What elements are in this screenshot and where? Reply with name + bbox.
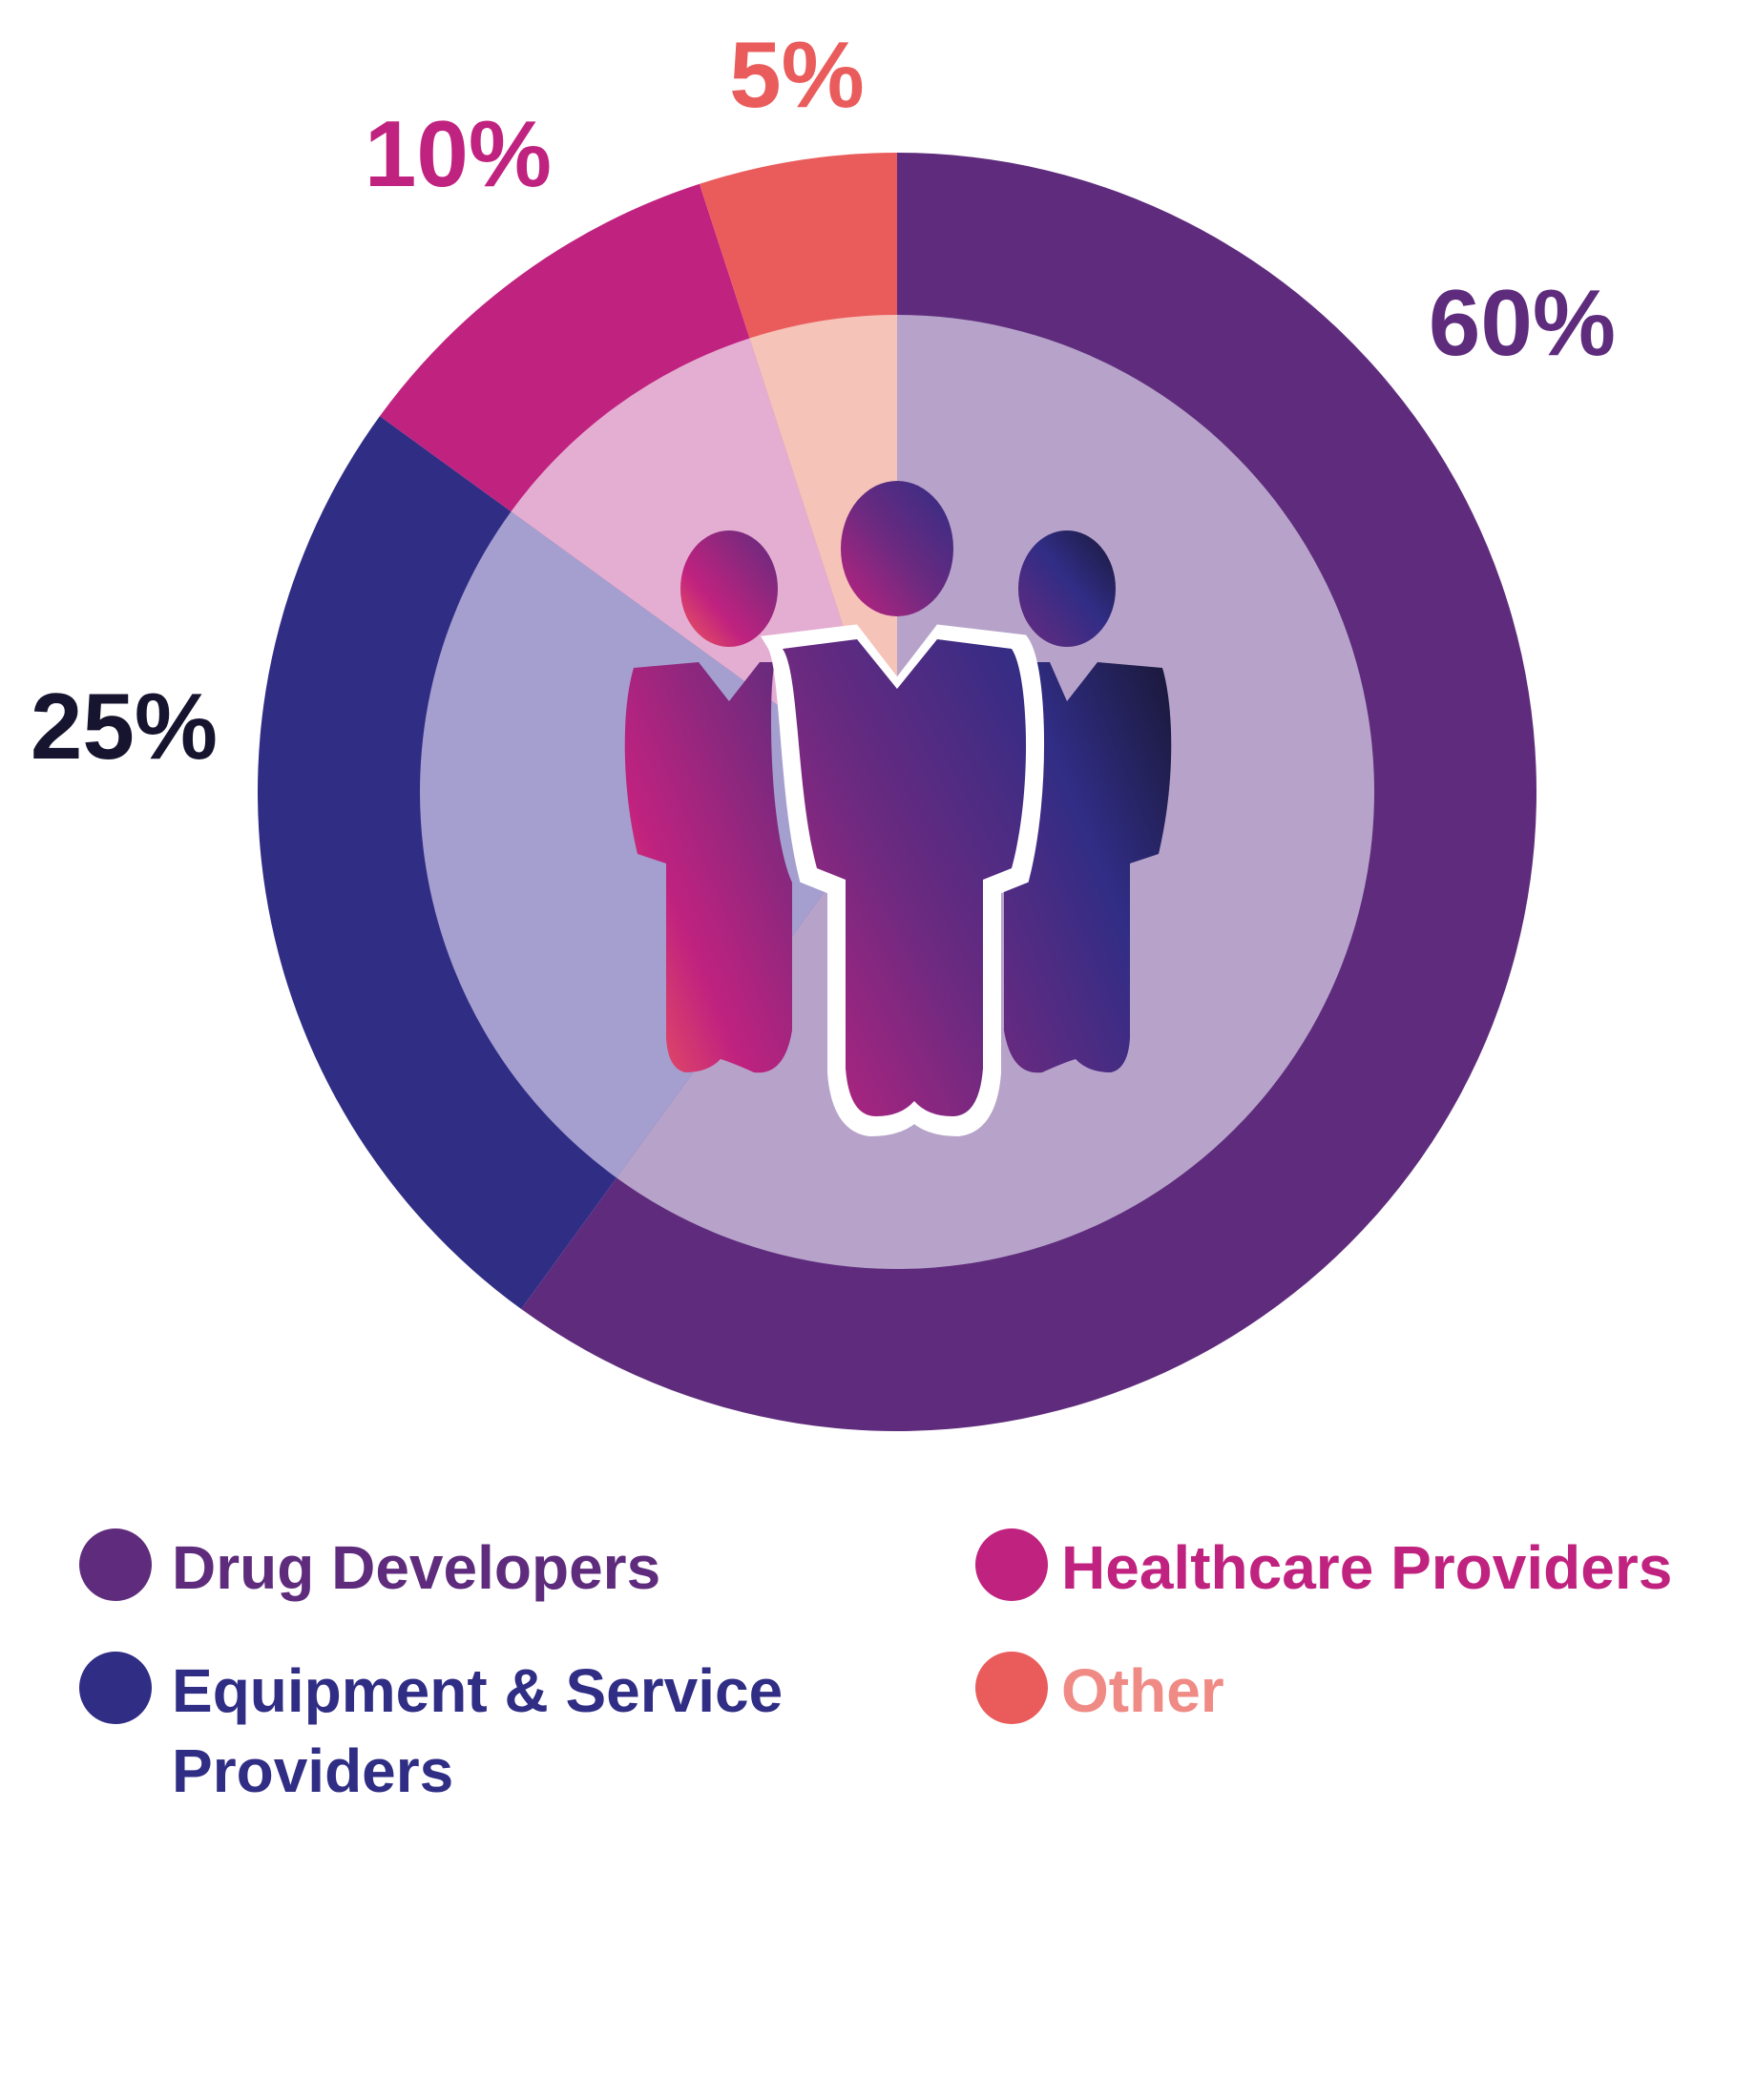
legend-label: Equipment & Service <box>172 1656 783 1725</box>
legend-swatch <box>79 1528 152 1601</box>
legend-label-line2: Providers <box>172 1736 453 1805</box>
value-label-healthcare-providers: 10% <box>365 101 552 206</box>
person-right-icon <box>1004 530 1172 1073</box>
legend-swatch <box>975 1652 1048 1724</box>
legend-item-healthcare-providers: Healthcare Providers <box>975 1528 1672 1602</box>
value-label-drug-developers: 60% <box>1429 270 1616 375</box>
person-left-icon <box>624 530 792 1073</box>
legend-swatch <box>975 1528 1048 1601</box>
people-group-icon <box>624 481 1172 1137</box>
legend-item-other: Other <box>975 1652 1224 1725</box>
legend-swatch <box>79 1652 152 1724</box>
value-label-equipment-service-providers: 25% <box>31 674 218 779</box>
person-center-icon <box>783 481 1027 1116</box>
legend: Drug Developers Healthcare Providers Equ… <box>79 1528 1672 1805</box>
legend-label: Healthcare Providers <box>1061 1533 1672 1602</box>
legend-item-drug-developers: Drug Developers <box>79 1528 660 1602</box>
value-labels: 60% 25% 10% 5% <box>31 22 1616 779</box>
legend-label: Other <box>1061 1656 1224 1725</box>
value-label-other: 5% <box>729 22 865 127</box>
legend-item-equipment-service-providers: Equipment & Service Providers <box>79 1652 783 1805</box>
legend-label: Drug Developers <box>172 1533 660 1602</box>
